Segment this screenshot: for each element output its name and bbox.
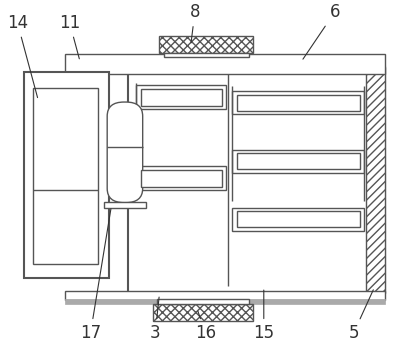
Text: 15: 15 — [253, 290, 274, 342]
Bar — [137, 85, 226, 109]
Bar — [33, 88, 98, 264]
Bar — [141, 170, 222, 187]
FancyBboxPatch shape — [107, 102, 143, 203]
Bar — [366, 67, 385, 293]
Bar — [233, 208, 364, 231]
Text: 5: 5 — [348, 290, 373, 342]
Bar — [233, 150, 364, 173]
Bar — [65, 299, 385, 304]
Bar — [237, 212, 360, 227]
Text: 16: 16 — [195, 311, 216, 342]
Bar — [128, 67, 385, 293]
Bar — [237, 95, 360, 111]
Bar — [233, 92, 364, 114]
Text: 17: 17 — [80, 209, 111, 342]
Bar — [23, 72, 109, 278]
Text: 11: 11 — [59, 13, 80, 59]
Bar — [163, 53, 249, 57]
Text: 6: 6 — [303, 3, 340, 59]
Bar — [157, 299, 249, 304]
Bar — [65, 291, 385, 300]
Bar — [141, 89, 222, 105]
Bar — [153, 304, 253, 321]
Bar — [65, 54, 385, 74]
Bar — [237, 153, 360, 169]
Text: 8: 8 — [190, 3, 200, 43]
Bar — [137, 166, 226, 190]
Text: 14: 14 — [7, 13, 38, 98]
Bar — [159, 37, 253, 53]
Text: 3: 3 — [150, 297, 160, 342]
Bar — [104, 202, 146, 208]
